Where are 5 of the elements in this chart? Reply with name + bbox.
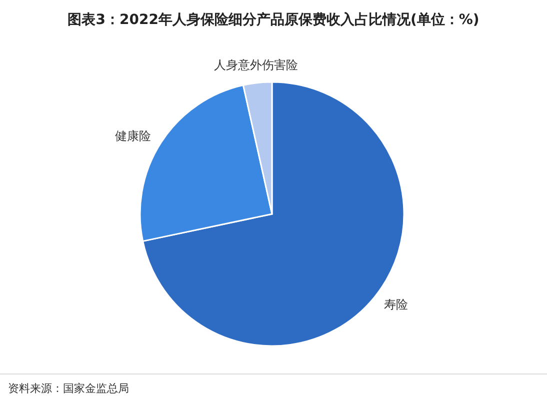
slice-label: 寿险 <box>384 298 408 312</box>
slice-label: 健康险 <box>114 129 151 144</box>
chart-title: 图表3：2022年人身保险细分产品原保费收入占比情况(单位：%) <box>68 11 480 28</box>
slice-label: 人身意外伤害险 <box>214 58 298 72</box>
text: 资料来源：国家金监总局 <box>8 382 129 395</box>
